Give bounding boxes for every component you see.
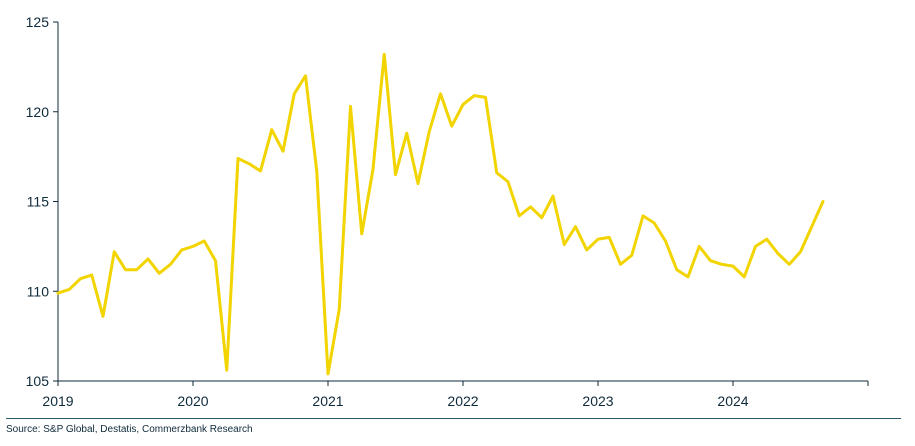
y-tick-label: 125 bbox=[26, 14, 50, 30]
x-tick-label: 2022 bbox=[447, 393, 478, 409]
axis-ticks: 105 110 115 120 125 2019 2020 2021 2022 2023 2024 bbox=[26, 14, 869, 409]
footer-divider bbox=[6, 418, 901, 419]
series-layer bbox=[56, 52, 825, 376]
series-line bbox=[56, 52, 825, 376]
y-tick-label: 115 bbox=[27, 194, 50, 210]
x-tick-label: 2019 bbox=[42, 393, 73, 409]
x-tick-label: 2020 bbox=[177, 393, 208, 409]
source-note: Source: S&P Global, Destatis, Commerzban… bbox=[6, 424, 253, 435]
axes bbox=[57, 22, 868, 382]
y-tick-label: 105 bbox=[26, 373, 50, 389]
y-tick-label: 120 bbox=[26, 104, 50, 120]
x-tick-label: 2021 bbox=[312, 393, 343, 409]
x-tick-label: 2024 bbox=[717, 393, 748, 409]
y-tick-label: 110 bbox=[27, 283, 50, 299]
x-tick-label: 2023 bbox=[582, 393, 613, 409]
